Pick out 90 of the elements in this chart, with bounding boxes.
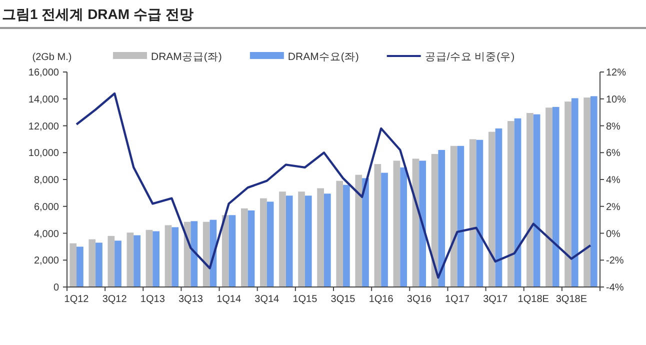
bar — [400, 167, 407, 287]
bar — [222, 215, 229, 287]
y-tick-label: 12,000 — [28, 121, 60, 132]
bar — [164, 225, 172, 287]
y2-tick-label: 8% — [606, 121, 621, 132]
bar — [584, 98, 590, 287]
bar — [324, 194, 331, 287]
x-tick-label: 1Q17 — [445, 294, 470, 305]
x-tick-label: 1Q13 — [140, 294, 166, 305]
y-tick-label: 2,000 — [34, 256, 60, 267]
line-series — [75, 92, 592, 279]
y2-tick-label: 2% — [606, 202, 621, 213]
y-tick-label: 10,000 — [28, 148, 60, 160]
x-tick-label: 3Q15 — [330, 294, 356, 305]
bar — [571, 98, 578, 287]
bar — [546, 108, 552, 287]
y2-tick-label: 12% — [606, 68, 626, 78]
y-tick-label: 4,000 — [34, 228, 60, 240]
bar — [146, 230, 153, 287]
y-tick-label: 14,000 — [28, 94, 60, 106]
bar — [286, 196, 293, 287]
x-tick-label: 3Q17 — [483, 294, 508, 305]
bar — [114, 240, 122, 287]
bar — [76, 246, 84, 287]
y2-tick-label: 6% — [606, 148, 621, 160]
bar — [507, 121, 514, 287]
bar — [374, 164, 382, 287]
bar — [126, 232, 134, 287]
x-tick-label: 1Q16 — [368, 294, 394, 305]
x-tick-label: 1Q15 — [292, 294, 318, 305]
x-tick-label: 1Q12 — [64, 294, 90, 305]
bar — [514, 118, 522, 287]
bar — [279, 192, 286, 287]
bar — [88, 239, 96, 287]
chart-title: 그림1 전세계 DRAM 수급 전망 — [2, 6, 194, 22]
bar — [590, 96, 598, 287]
x-tick-label: 3Q12 — [102, 294, 128, 305]
bar — [304, 196, 312, 287]
y2-tick-label: -2% — [606, 256, 624, 267]
x-tick-label: 1Q18E — [518, 294, 550, 305]
bar — [248, 210, 255, 287]
bar — [476, 140, 484, 287]
bar — [526, 112, 534, 287]
bar — [336, 180, 344, 287]
bar — [488, 132, 496, 287]
y-tick-label: 6,000 — [34, 202, 60, 213]
bar — [393, 160, 400, 287]
bar — [190, 221, 198, 287]
bar — [457, 146, 464, 287]
legend-label: 공급/수요 비중(우) — [424, 51, 515, 63]
y-tick-label: 16,000 — [28, 68, 60, 78]
bar — [362, 178, 369, 287]
bar — [552, 106, 560, 287]
x-tick-label: 1Q14 — [216, 294, 242, 305]
y2-tick-label: 0% — [606, 228, 621, 240]
bar — [317, 188, 324, 287]
bar — [355, 174, 362, 287]
legend-label: DRAM수요(좌) — [288, 51, 359, 63]
bar — [381, 172, 388, 287]
y2-tick-label: 4% — [606, 175, 621, 186]
x-tick-label: 3Q16 — [406, 294, 432, 305]
bar — [266, 202, 274, 287]
bar — [108, 236, 115, 287]
y-tick-label: 8,000 — [34, 175, 60, 186]
y-tick-label: 0 — [53, 282, 60, 294]
bar — [298, 192, 305, 287]
x-tick-label: 3Q13 — [178, 294, 204, 305]
bar — [96, 242, 102, 287]
y-axis-title: (2Gb M.) — [32, 52, 72, 63]
bar — [134, 235, 140, 287]
y2-tick-label: -4% — [606, 282, 624, 294]
bar — [152, 231, 160, 287]
bar — [533, 114, 540, 287]
bar — [228, 215, 236, 287]
bar — [469, 139, 476, 287]
bar — [495, 128, 502, 287]
bar — [70, 243, 77, 287]
bar — [450, 146, 458, 287]
x-tick-label: 3Q14 — [254, 294, 280, 305]
bar — [202, 222, 210, 287]
bar — [419, 160, 426, 287]
bar — [564, 102, 572, 287]
bar — [343, 184, 350, 287]
bar — [172, 227, 179, 287]
x-tick-label: 3Q18E — [556, 294, 588, 305]
bar — [240, 208, 248, 287]
legend-label: DRAM공급(좌) — [151, 51, 222, 63]
y2-tick-label: 10% — [606, 94, 626, 106]
bar — [438, 150, 446, 287]
bar — [260, 198, 267, 287]
